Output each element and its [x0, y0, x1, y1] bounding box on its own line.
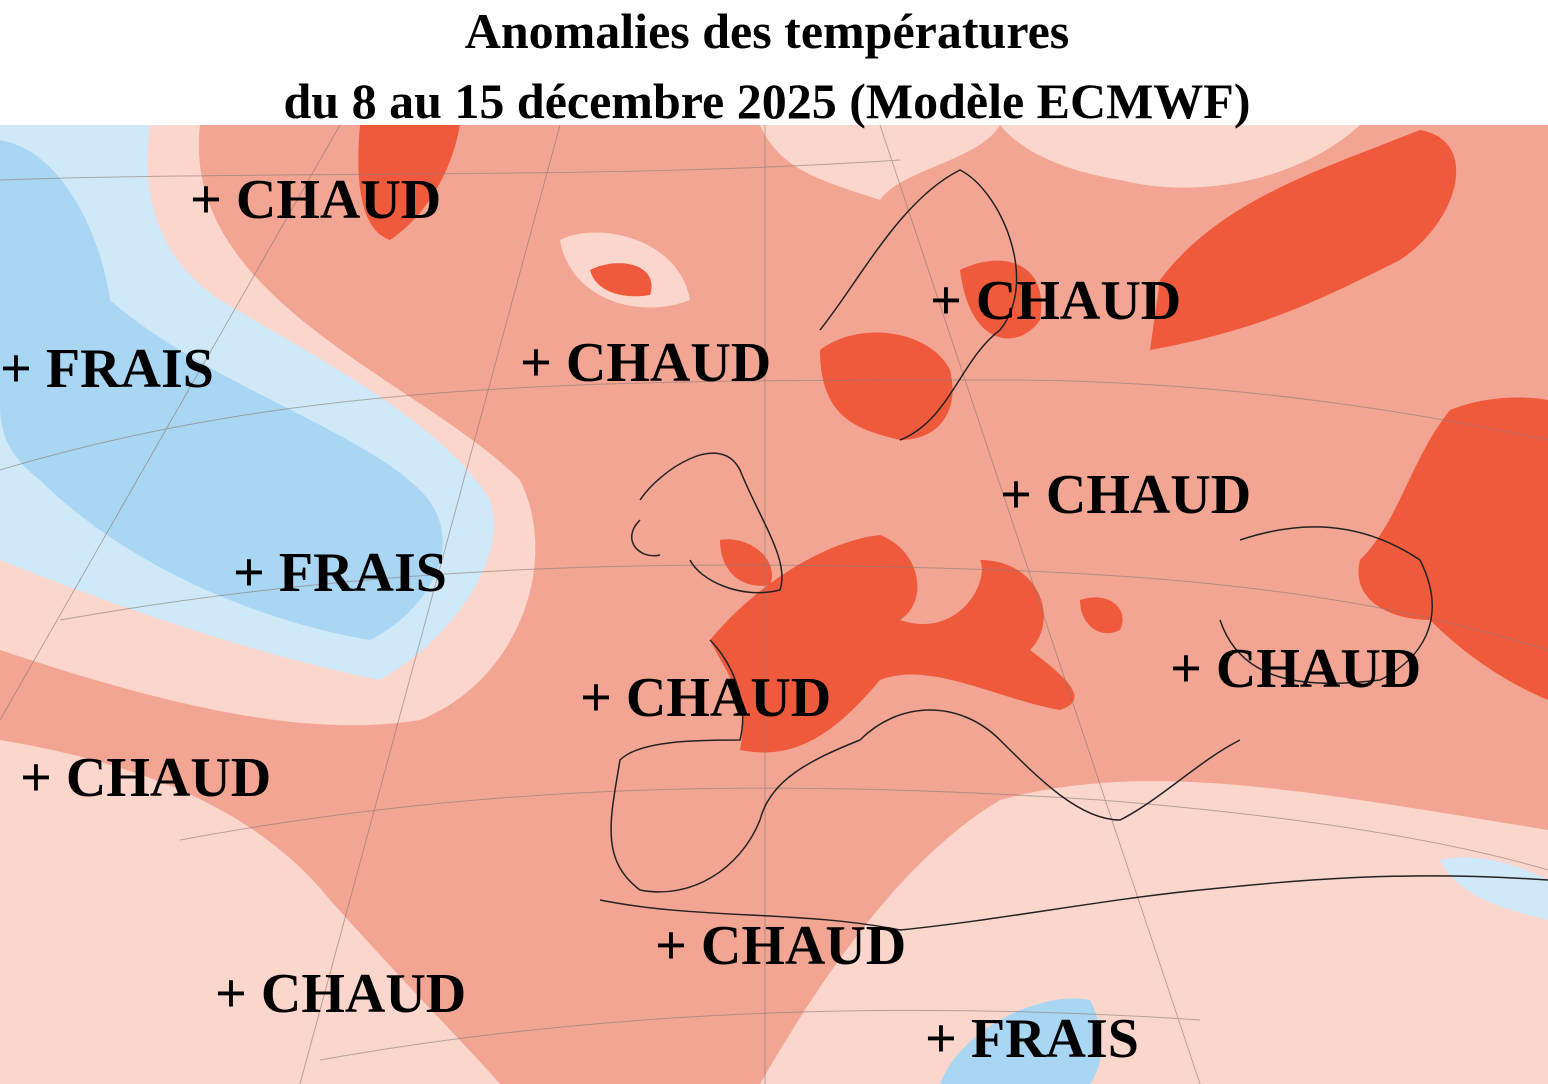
graticule	[0, 124, 1548, 1084]
region-label: + FRAIS	[0, 338, 214, 400]
hot-zone	[720, 539, 772, 586]
region-label: + CHAUD	[215, 963, 466, 1025]
region-label: + CHAUD	[1170, 638, 1421, 700]
cool-zone	[1440, 857, 1548, 920]
region-label: + CHAUD	[655, 915, 906, 977]
neutral-zone	[760, 781, 1548, 1084]
hot-zone	[1358, 397, 1548, 700]
coastlines	[599, 169, 1548, 931]
region-label: + CHAUD	[930, 270, 1181, 332]
neutral-zone	[1000, 125, 1360, 188]
hot-zone	[820, 332, 953, 440]
hot-zone	[710, 535, 1075, 753]
region-label: + CHAUD	[1000, 464, 1251, 526]
region-label: + FRAIS	[925, 1008, 1139, 1070]
hot-zone	[960, 260, 1042, 339]
cold-zone	[0, 140, 443, 640]
cold-zone	[940, 998, 1102, 1084]
region-label: + CHAUD	[580, 667, 831, 729]
region-label: + CHAUD	[190, 169, 441, 231]
neutral-zone	[760, 125, 1000, 200]
title: du 8 au 15 décembre 2025 (Modèle ECMWF)	[283, 73, 1250, 129]
anomaly-map	[0, 124, 1548, 1084]
hot-zone	[1150, 130, 1457, 350]
neutral-zone	[0, 740, 500, 1084]
region-label: + FRAIS	[233, 542, 447, 604]
labels: + CHAUD + FRAIS + CHAUD + CHAUD + CHAUD + FRA…	[0, 169, 1421, 1070]
region-label: + CHAUD	[520, 332, 771, 394]
hot-zone	[358, 125, 460, 240]
hot-zone	[1080, 597, 1123, 634]
title: Anomalies des températures	[465, 3, 1070, 59]
hot-zone	[590, 263, 652, 297]
region-label: + CHAUD	[20, 747, 271, 809]
title-background	[0, 0, 1548, 125]
